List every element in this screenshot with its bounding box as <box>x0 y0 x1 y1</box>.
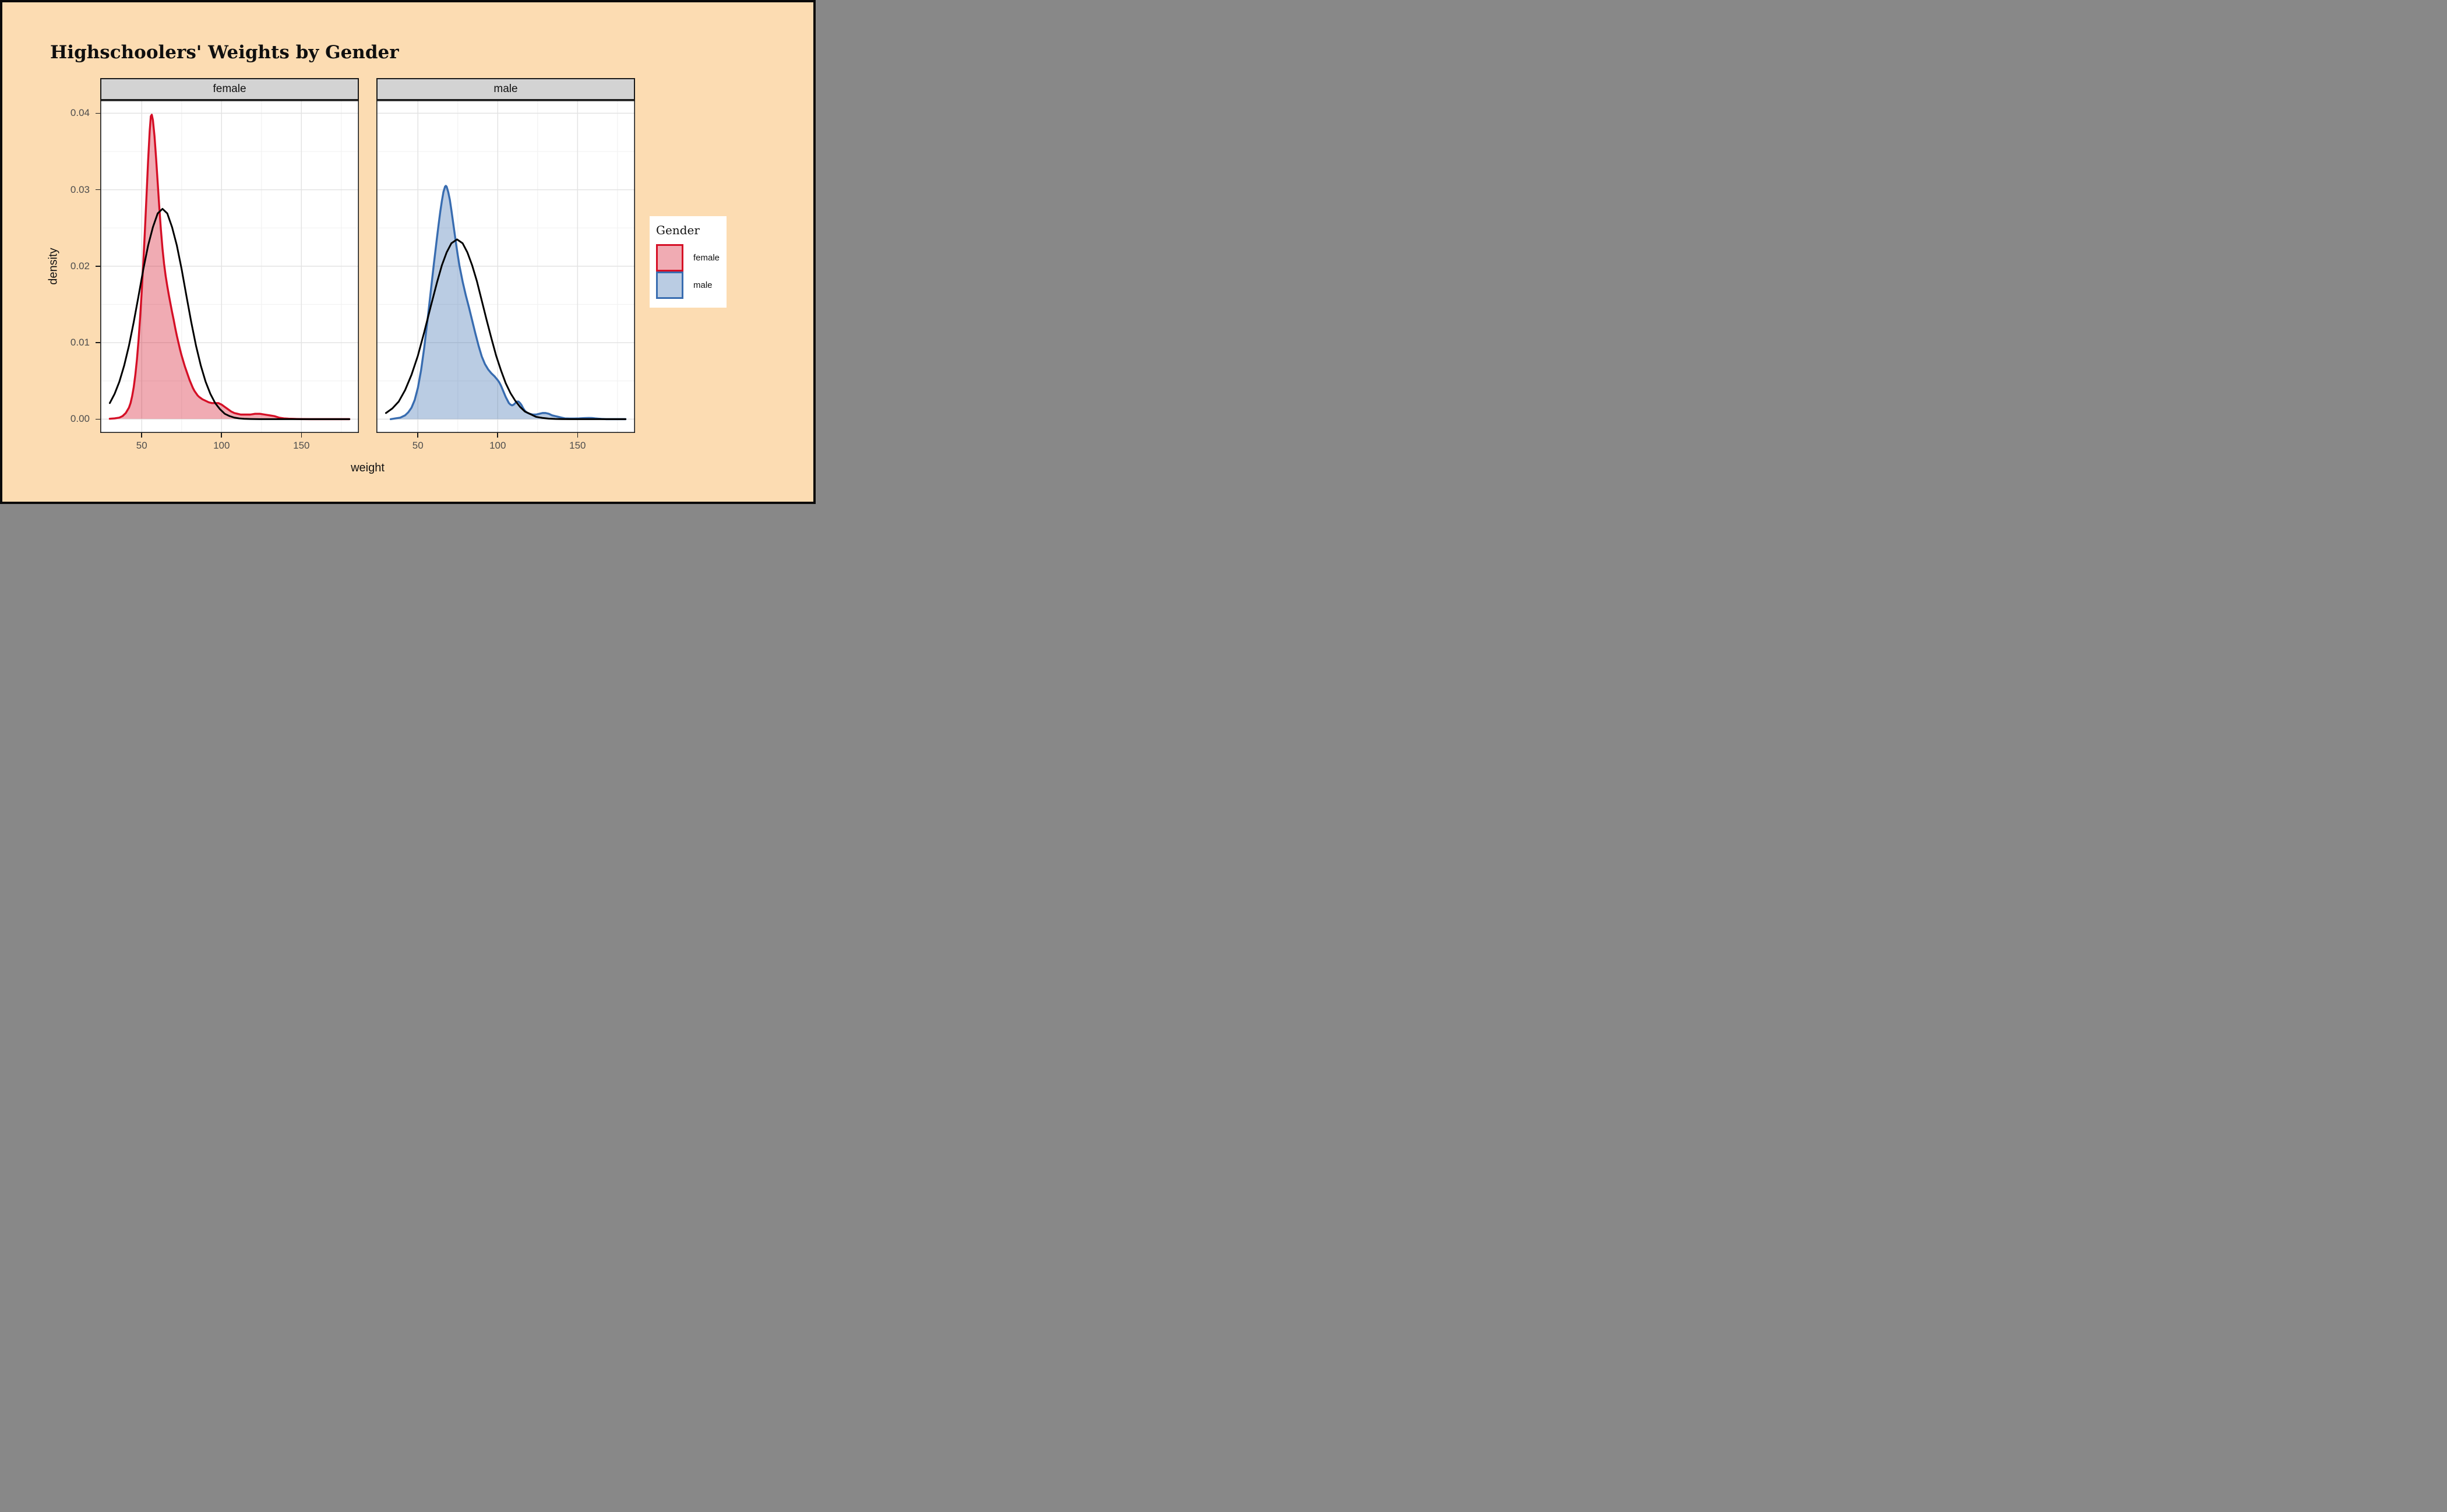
x-tick-mark <box>417 433 419 438</box>
kde-curve-male <box>389 185 627 421</box>
x-tick-mark <box>577 433 579 438</box>
x-tick-label: 50 <box>412 440 424 451</box>
legend-label-male: male <box>693 280 713 290</box>
panel-border <box>376 100 635 433</box>
y-tick-label: 0.00 <box>70 413 90 425</box>
density-panel-male <box>376 100 635 433</box>
normal-curve-female <box>108 207 351 420</box>
y-tick-label: 0.03 <box>70 184 90 195</box>
x-axis-title: weight <box>351 461 385 474</box>
y-tick-label: 0.02 <box>70 260 90 272</box>
legend-label-female: female <box>693 253 720 263</box>
legend-swatch-female <box>656 244 683 272</box>
x-tick-mark <box>141 433 143 438</box>
facet-strip-male: male <box>376 78 635 100</box>
x-tick-mark <box>497 433 499 438</box>
y-tick-label: 0.01 <box>70 337 90 348</box>
y-tick-mark <box>96 112 100 114</box>
y-tick-label: 0.04 <box>70 107 90 119</box>
legend-swatch-male <box>656 272 683 299</box>
kde-area-female <box>110 114 350 420</box>
x-tick-label: 50 <box>136 440 147 451</box>
kde-area-male <box>390 186 626 420</box>
x-tick-mark <box>301 433 302 438</box>
kde-curve-female <box>108 114 351 421</box>
plot-canvas: Highschoolers' Weights by Gender female … <box>0 0 816 504</box>
normal-curve-male <box>385 238 627 420</box>
y-tick-mark <box>96 418 100 420</box>
y-tick-mark <box>96 342 100 343</box>
facet-strip-female: female <box>100 78 359 100</box>
x-tick-label: 100 <box>213 440 230 451</box>
y-tick-mark <box>96 266 100 267</box>
x-tick-label: 100 <box>489 440 506 451</box>
x-tick-label: 150 <box>293 440 310 451</box>
facet-strip-label: male <box>493 83 518 95</box>
x-tick-label: 150 <box>569 440 586 451</box>
legend-title: Gender <box>656 223 700 237</box>
density-panel-female <box>100 100 359 433</box>
legend: Gender female male <box>650 216 727 308</box>
panel-border <box>100 100 359 433</box>
facet-strip-label: female <box>213 83 246 95</box>
page-title: Highschoolers' Weights by Gender <box>50 42 399 63</box>
x-tick-mark <box>221 433 223 438</box>
y-tick-mark <box>96 189 100 191</box>
